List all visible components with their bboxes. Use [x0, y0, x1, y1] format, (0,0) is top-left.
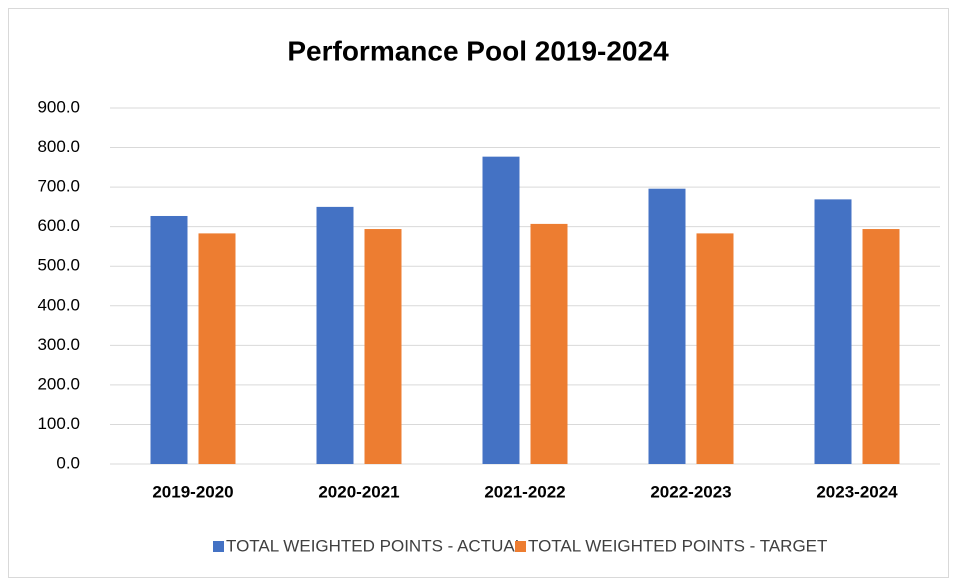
bar: [696, 233, 734, 464]
legend-swatch: [515, 541, 526, 552]
y-tick-label: 400.0: [37, 295, 80, 314]
y-tick-label: 200.0: [37, 374, 80, 393]
bar: [198, 233, 236, 464]
y-tick-label: 900.0: [37, 97, 80, 116]
bar: [482, 156, 520, 465]
chart-title: Performance Pool 2019-2024: [287, 35, 669, 66]
legend-label: TOTAL WEIGHTED POINTS - ACTUAL: [226, 536, 524, 555]
bar: [814, 199, 852, 464]
bar: [862, 229, 900, 464]
x-tick-label: 2023-2024: [816, 482, 898, 501]
bar: [364, 229, 402, 464]
y-tick-label: 700.0: [37, 177, 80, 196]
x-tick-label: 2021-2022: [484, 482, 565, 501]
legend-swatch: [213, 541, 224, 552]
bar: [648, 188, 686, 464]
bar: [530, 223, 568, 464]
chart-frame: [8, 8, 949, 578]
y-tick-label: 500.0: [37, 256, 80, 275]
y-tick-label: 0.0: [56, 453, 80, 472]
x-tick-label: 2022-2023: [650, 482, 731, 501]
y-tick-label: 600.0: [37, 216, 80, 235]
x-tick-label: 2019-2020: [152, 482, 233, 501]
y-tick-label: 300.0: [37, 335, 80, 354]
y-tick-label: 100.0: [37, 414, 80, 433]
legend-label: TOTAL WEIGHTED POINTS - TARGET: [528, 536, 827, 555]
x-tick-label: 2020-2021: [318, 482, 399, 501]
y-tick-label: 800.0: [37, 137, 80, 156]
bar: [316, 206, 354, 464]
bar: [150, 215, 188, 464]
